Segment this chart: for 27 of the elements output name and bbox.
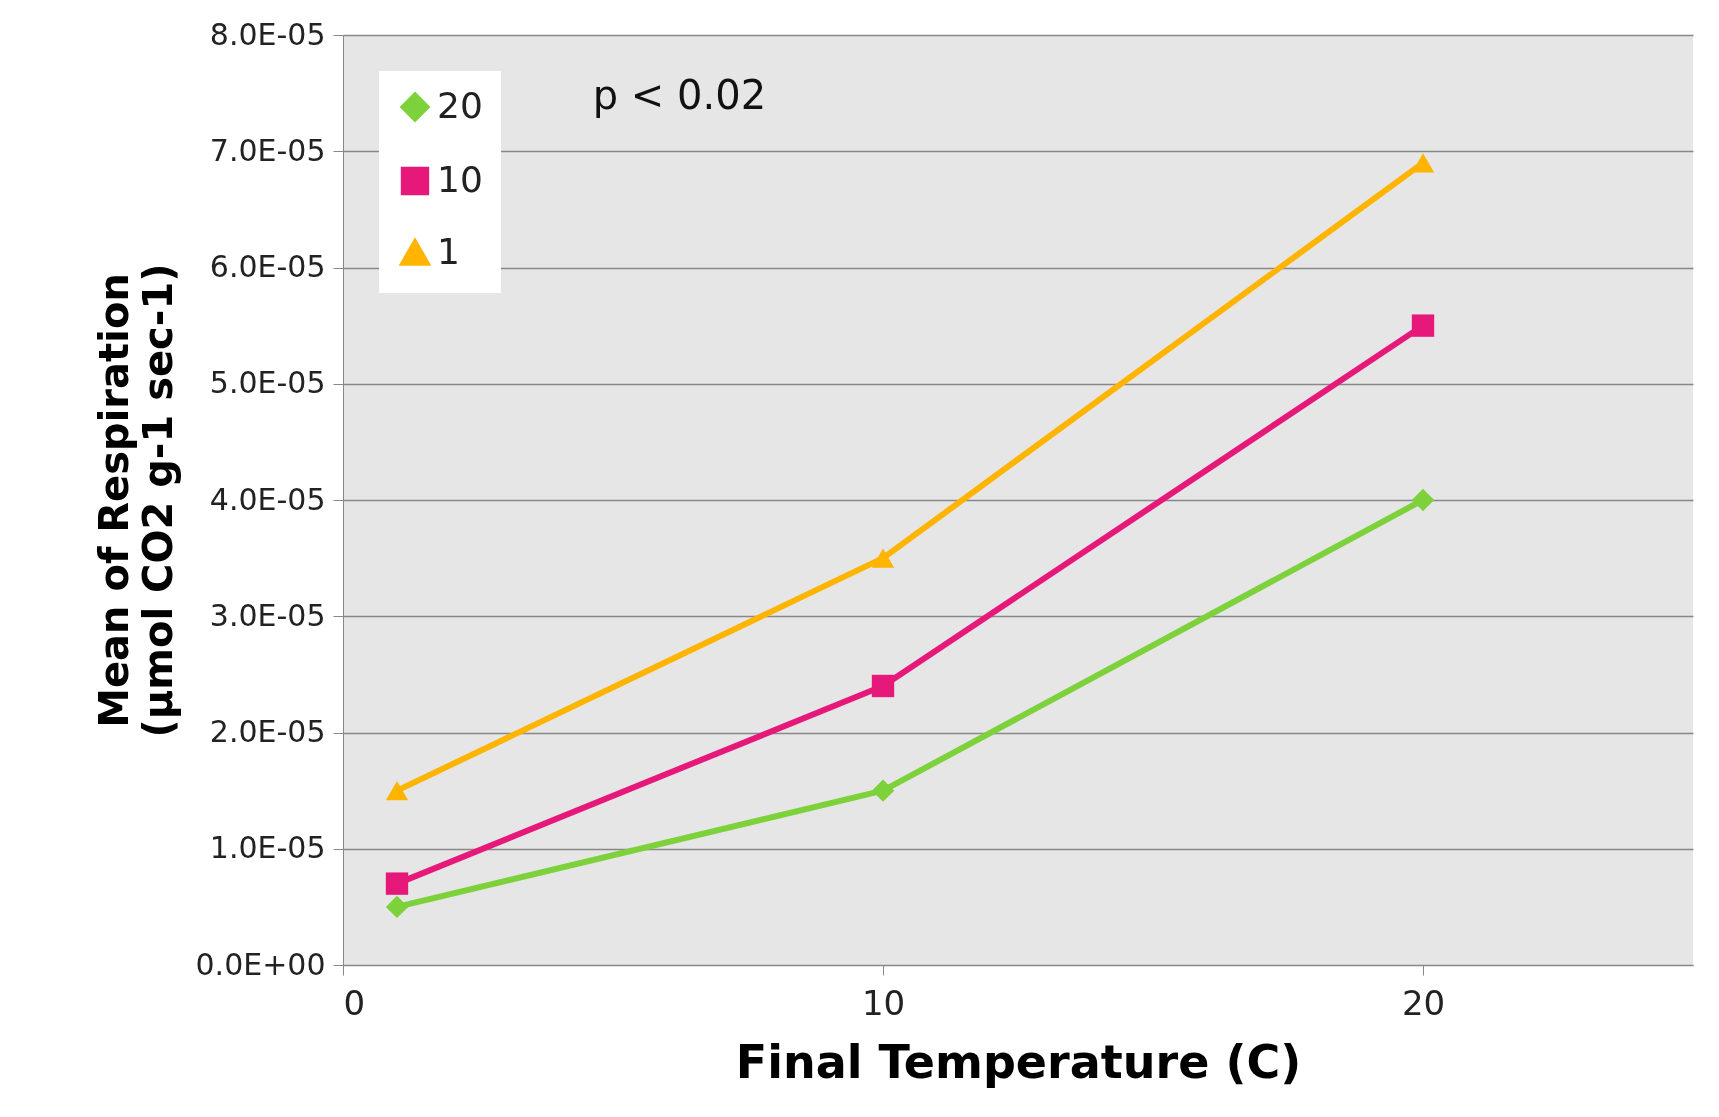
point	[385, 780, 409, 801]
y-axis-title: Mean of Respiration (µmol CO2 g-1 sec-1)	[90, 263, 181, 738]
point	[1411, 153, 1435, 173]
x-tick-label: 20	[1401, 982, 1446, 1023]
point	[1411, 314, 1435, 337]
y-tick-label: 1.0E-05	[209, 830, 326, 866]
point	[1411, 488, 1435, 512]
legend-label: 10	[437, 159, 483, 200]
point	[385, 895, 409, 919]
y-tick-label: 4.0E-05	[209, 481, 326, 517]
point	[871, 779, 895, 802]
y-tick-label: 3.0E-05	[209, 597, 326, 633]
point	[871, 674, 895, 698]
x-tick-label: 10	[861, 982, 906, 1023]
point	[385, 872, 409, 895]
y-tick-label: 7.0E-05	[209, 132, 326, 168]
y-tick-label: 6.0E-05	[209, 249, 326, 284]
point	[871, 548, 895, 568]
y-tick-label: 0.0E+00	[195, 946, 326, 982]
legend-label: 1	[437, 231, 460, 272]
y-tick-label: 5.0E-05	[209, 365, 326, 401]
annotation: p < 0.02	[592, 72, 767, 118]
x-axis-title: Final Temperature (C)	[735, 1034, 1302, 1089]
legend-label: 20	[437, 85, 483, 126]
y-tick-label: 2.0E-05	[209, 714, 326, 749]
y-tick-label: 8.0E-05	[209, 16, 326, 52]
x-tick-label: 0	[343, 982, 366, 1023]
